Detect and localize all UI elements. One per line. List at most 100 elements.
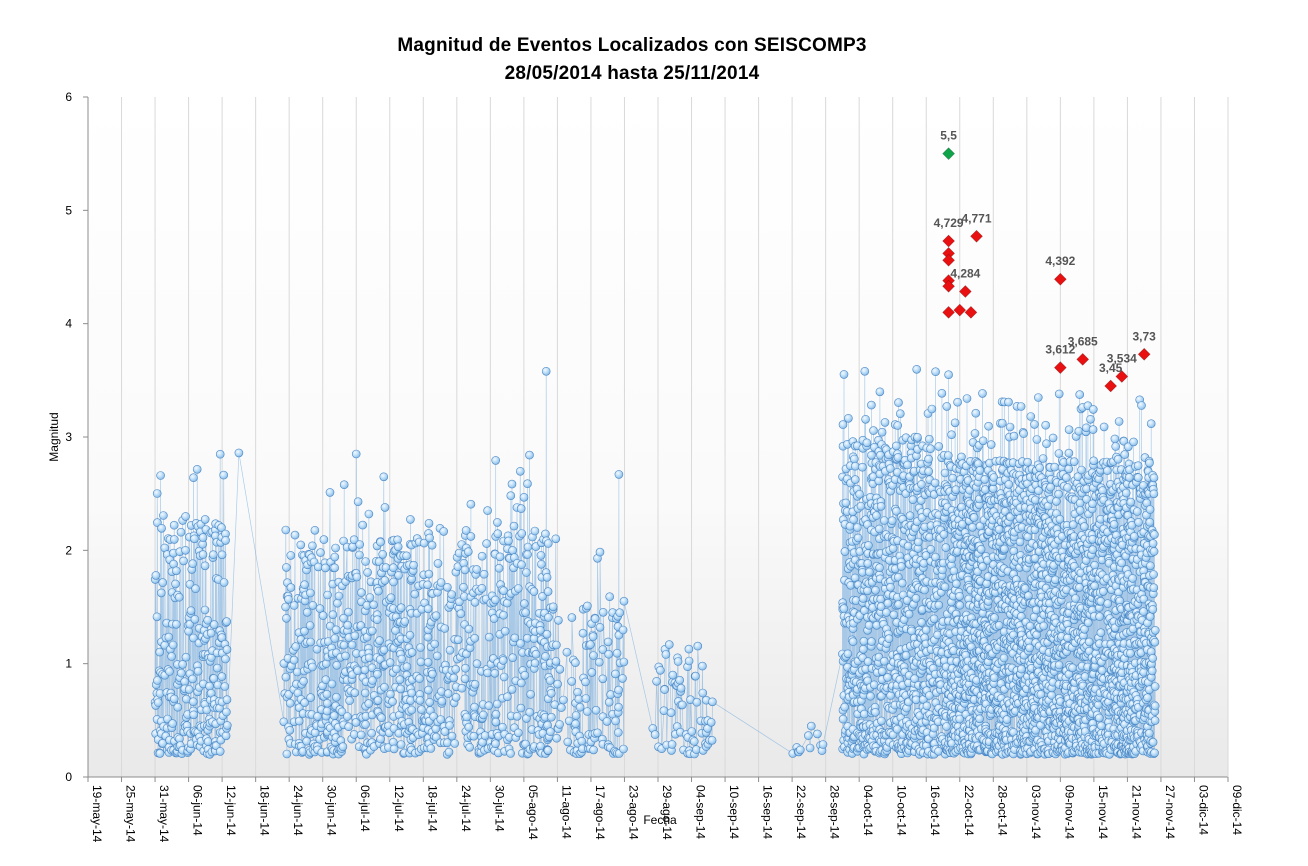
event-point (223, 721, 232, 730)
event-point (652, 676, 661, 686)
event-point (507, 479, 517, 489)
event-point (500, 626, 510, 636)
x-tick-label: 04-oct-14 (861, 785, 875, 836)
event-point (951, 485, 961, 495)
event-point (675, 675, 685, 685)
event-point (470, 702, 479, 712)
event-point (543, 587, 553, 596)
event-point (503, 692, 512, 702)
event-point (562, 647, 572, 657)
event-point (864, 541, 873, 550)
event-point (1096, 628, 1106, 638)
event-point (859, 636, 869, 646)
event-point (464, 624, 474, 634)
event-point (1074, 426, 1084, 436)
event-point (917, 480, 926, 489)
event-point (595, 547, 605, 557)
event-point (1041, 420, 1050, 430)
event-point (926, 544, 936, 554)
event-point (1004, 397, 1013, 407)
event-point (181, 512, 190, 521)
event-point (942, 402, 952, 411)
event-point (221, 731, 231, 741)
event-point (388, 697, 397, 706)
event-point (330, 552, 340, 562)
event-point (173, 702, 183, 712)
event-point (893, 421, 903, 430)
event-point (805, 743, 815, 753)
event-point (1090, 581, 1099, 591)
event-point (447, 731, 457, 741)
x-tick-label: 28-oct-14 (995, 785, 1009, 836)
event-point (178, 660, 187, 669)
event-point (299, 676, 308, 686)
event-point (477, 551, 487, 561)
event-point (521, 608, 530, 617)
event-point (284, 690, 294, 699)
event-point (222, 707, 231, 717)
event-point (523, 479, 532, 489)
event-point (181, 652, 191, 662)
event-point (1024, 591, 1033, 601)
event-point (424, 569, 434, 579)
event-point (184, 626, 193, 636)
event-point (325, 488, 335, 497)
event-point (840, 547, 850, 556)
event-point (339, 480, 349, 490)
event-point (300, 580, 309, 590)
event-point (419, 538, 429, 548)
event-point (943, 451, 953, 460)
event-point (443, 689, 453, 698)
event-point (858, 644, 868, 654)
x-tick-label: 24-jul-14 (459, 785, 473, 832)
event-point (315, 604, 325, 613)
event-point (1109, 520, 1119, 529)
event-point (1128, 574, 1137, 583)
event-point (282, 613, 291, 623)
event-point (849, 454, 859, 464)
event-point (542, 572, 552, 582)
event-point (984, 421, 993, 431)
event-point (1034, 393, 1043, 402)
event-point (470, 679, 480, 689)
event-point (186, 606, 196, 616)
event-point (863, 586, 872, 596)
event-point (546, 727, 555, 737)
event-point (522, 568, 531, 577)
event-point (462, 712, 472, 722)
event-point (950, 418, 960, 428)
event-point (555, 664, 565, 674)
event-point (930, 478, 940, 488)
event-point (451, 664, 461, 674)
event-point (548, 602, 558, 612)
event-point (168, 640, 178, 650)
event-point (351, 449, 361, 459)
event-point (544, 613, 553, 622)
event-point (612, 648, 622, 658)
event-point (1004, 480, 1014, 489)
event-point (614, 685, 623, 695)
event-point (864, 620, 874, 630)
event-point (407, 648, 417, 657)
event-point (917, 618, 926, 627)
event-point (409, 560, 418, 570)
event-point (347, 640, 357, 650)
event-point (1125, 473, 1134, 482)
event-point (170, 535, 179, 544)
event-point (1068, 663, 1077, 673)
event-point (1121, 488, 1131, 498)
event-point (869, 426, 878, 435)
event-point (604, 649, 614, 659)
event-point (363, 568, 372, 577)
event-point (594, 657, 604, 667)
event-point (941, 543, 951, 552)
event-point (483, 668, 492, 678)
event-point (380, 682, 389, 692)
y-tick-label: 3 (65, 430, 72, 444)
event-point (155, 647, 164, 657)
x-tick-label: 10-oct-14 (895, 785, 909, 836)
event-point (1149, 583, 1159, 593)
event-point (484, 632, 494, 642)
event-point (372, 615, 382, 625)
